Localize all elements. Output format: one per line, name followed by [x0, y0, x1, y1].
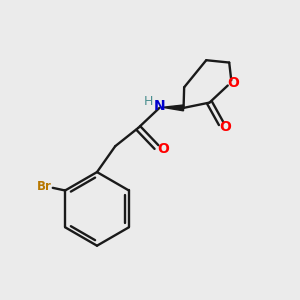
Polygon shape: [162, 105, 184, 111]
Text: N: N: [154, 99, 165, 113]
Text: H: H: [143, 95, 153, 108]
Text: O: O: [228, 76, 240, 90]
Text: O: O: [157, 142, 169, 156]
Text: O: O: [220, 120, 232, 134]
Text: Br: Br: [37, 180, 51, 193]
